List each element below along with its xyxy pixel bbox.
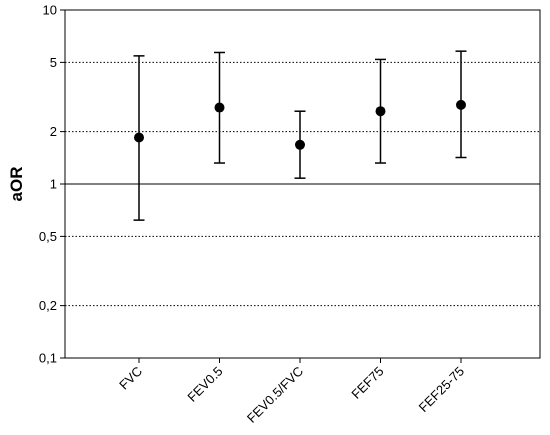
x-axis: FVC FEV0.5 FEV0.5/FVC FEF75 FEF25-75 [116,358,467,426]
data-marks [133,50,467,221]
y-tick-label: 10 [43,3,57,18]
y-tick-label: 1 [50,177,57,192]
x-category-label: FEF75 [348,364,386,402]
y-tick-label: 0,2 [39,298,57,313]
data-point [134,132,144,143]
data-point [456,99,466,110]
y-tick-label: 2 [50,124,57,139]
data-point [375,106,386,117]
x-category-label: FVC [116,364,145,393]
x-category-label: FEV0.5 [184,364,225,405]
y-axis-title: aOR [7,167,26,202]
y-tick-label: 0,1 [39,351,57,366]
data-point [295,139,305,150]
gridlines [65,61,540,307]
x-category-label: FEV0.5/FVC [244,364,306,426]
x-category-label: FEF25-75 [416,364,467,415]
data-point [214,102,225,113]
y-tick-label: 5 [50,55,57,70]
y-axis: 0,1 0,2 0,5 1 2 5 10 [39,3,65,366]
y-tick-label: 0,5 [39,229,57,244]
